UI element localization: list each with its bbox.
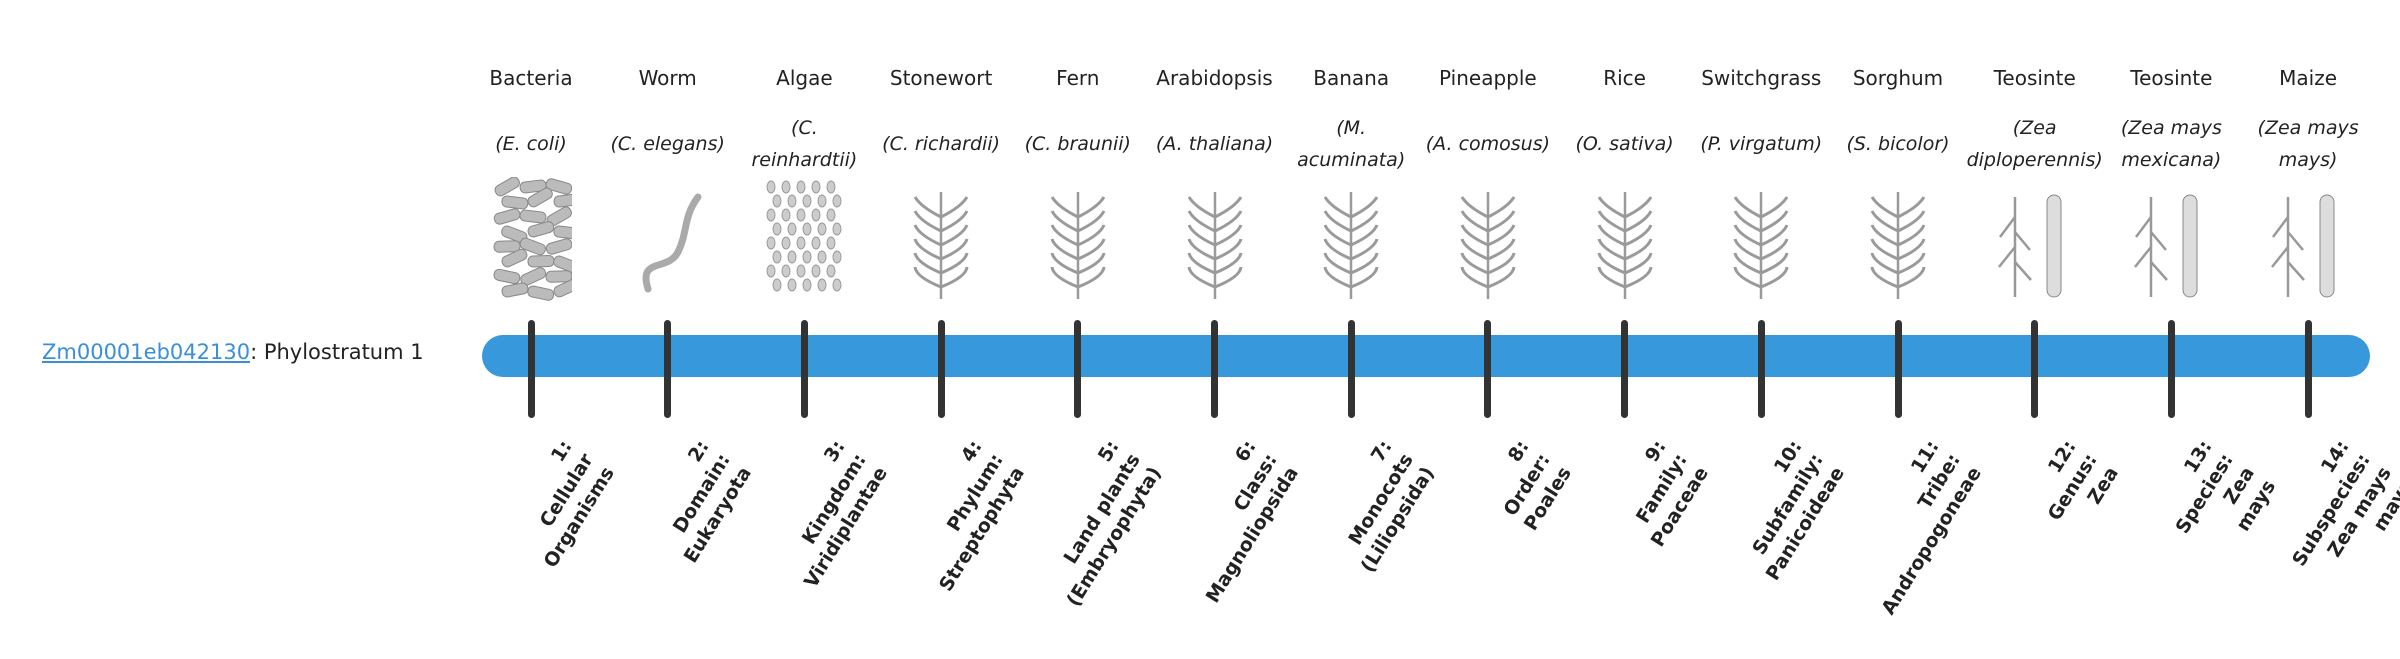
organism-species-name: (S. bicolor) (1830, 106, 1967, 182)
stratum-label: 1: Cellular Organisms (451, 436, 621, 645)
species-text: (A. thaliana) (1155, 133, 1274, 155)
gene-phylostratum-label: Zm00001eb042130: Phylostratum 1 (42, 340, 424, 364)
organism-species-name: (Zea mays mays) (2240, 106, 2377, 182)
algae-icon (736, 177, 873, 302)
stratum-tick (1621, 320, 1629, 418)
organism-species-name: (M. acuminata) (1283, 106, 1420, 182)
organism-common-name: Banana (1313, 66, 1390, 90)
organism-common-name: Bacteria (489, 66, 573, 90)
organism-common-name: Pineapple (1439, 66, 1537, 90)
species-text: (C. elegans) (610, 133, 725, 155)
organism-species-name: (C. richardii) (873, 106, 1010, 182)
pineapple-icon (1419, 177, 1556, 302)
stratum-tick (664, 320, 672, 418)
stratum-tick (1211, 320, 1218, 418)
stratum-tick (2031, 320, 2039, 418)
organism-common-name: Stonewort (889, 66, 993, 90)
arabidopsis-icon (1146, 177, 1283, 302)
species-text: (P. virgatum) (1700, 133, 1823, 155)
teosinte-icon (2103, 177, 2240, 302)
organism-common-name: Teosinte (2130, 66, 2213, 90)
teosinte-icon (1966, 177, 2103, 302)
species-text: (C. richardii) (882, 133, 1000, 155)
organism-species-name: (A. comosus) (1419, 106, 1556, 182)
banana-icon (1283, 177, 1420, 302)
stratum-label: 4: Phylum: Streptophyta (861, 436, 1031, 645)
stratum-label: 10: Subfamily: Panicoideae (1681, 436, 1851, 645)
stratum-label: 14: Subspecies: Zea mays mays (2228, 436, 2400, 659)
species-text: (M. acuminata) (1297, 117, 1406, 171)
stratum-tick (1484, 320, 1492, 418)
organism-species-name: (A. thaliana) (1146, 106, 1283, 182)
stratum-label: 7: Monocots (Liliopsida) (1271, 436, 1441, 645)
organism-species-name: (P. virgatum) (1693, 106, 1830, 182)
organism-common-name: Algae (776, 66, 833, 90)
stratum-label: 3: Kingdom: Viridiplantae (724, 436, 894, 645)
species-text: (A. comosus) (1425, 133, 1551, 155)
organism-common-name: Maize (2279, 66, 2338, 90)
organism-species-name: (Zea diploperennis) (1966, 106, 2103, 182)
species-text: (S. bicolor) (1846, 133, 1950, 155)
organism-common-name: Sorghum (1852, 66, 1944, 90)
switchgrass-icon (1693, 177, 1830, 302)
organism-species-name: (O. sativa) (1556, 106, 1693, 182)
organism-species-name: (C. reinhardtii) (736, 106, 873, 182)
species-text: (C. reinhardtii) (751, 117, 858, 171)
maize-icon (2240, 177, 2377, 302)
phylostratum-text: : Phylostratum 1 (250, 340, 424, 364)
stratum-tick (1347, 320, 1355, 418)
sorghum-icon (1830, 177, 1967, 302)
species-text: (Zea mays mays) (2257, 117, 2359, 171)
stratum-tick (1074, 320, 1082, 418)
stratum-tick (1894, 320, 1902, 418)
stratum-tick (527, 320, 535, 418)
species-text: (Zea diploperennis) (1966, 117, 2103, 171)
stratum-label: 13: Species: Zea mays (2091, 436, 2282, 659)
species-text: (C. braunii) (1024, 133, 1131, 155)
organism-common-name: Teosinte (1993, 66, 2076, 90)
organism-species-name: (C. elegans) (599, 106, 736, 182)
stratum-tick (1757, 320, 1765, 418)
worm-icon (599, 177, 736, 302)
organism-species-name: (C. braunii) (1009, 106, 1146, 182)
stratum-label: 2: Domain: Eukaryota (588, 436, 758, 645)
stonewort-icon (873, 177, 1010, 302)
stratum-tick (2167, 320, 2175, 418)
stratum-label: 6: Class: Magnoliopsida (1135, 436, 1305, 645)
bacteria-icon (463, 177, 600, 302)
organism-common-name: Fern (1056, 66, 1100, 90)
stratum-label: 11: Tribe: Andropogoneae (1818, 436, 1988, 645)
species-text: (E. coli) (495, 133, 567, 155)
organism-common-name: Switchgrass (1701, 66, 1822, 90)
organism-species-name: (E. coli) (463, 106, 600, 182)
stratum-tick (937, 320, 945, 418)
organism-common-name: Arabidopsis (1156, 66, 1273, 90)
organism-common-name: Rice (1603, 66, 1646, 90)
species-text: (Zea mays mexicana) (2120, 117, 2222, 171)
stratum-tick (800, 320, 808, 418)
stratum-label: 9: Family: Poaceae (1545, 436, 1715, 645)
stratum-label: 8: Order: Poales (1408, 436, 1578, 645)
phylostrata-bar (482, 335, 2370, 377)
stratum-label: 12: Genus: Zea (1955, 436, 2125, 645)
species-text: (O. sativa) (1575, 133, 1674, 155)
stratum-tick (2304, 320, 2312, 418)
rice-icon (1556, 177, 1693, 302)
organism-common-name: Worm (638, 66, 697, 90)
fern-icon (1009, 177, 1146, 302)
stratum-label: 5: Land plants (Embryophyta) (998, 436, 1168, 645)
gene-link[interactable]: Zm00001eb042130 (42, 340, 251, 364)
organism-species-name: (Zea mays mexicana) (2103, 106, 2240, 182)
